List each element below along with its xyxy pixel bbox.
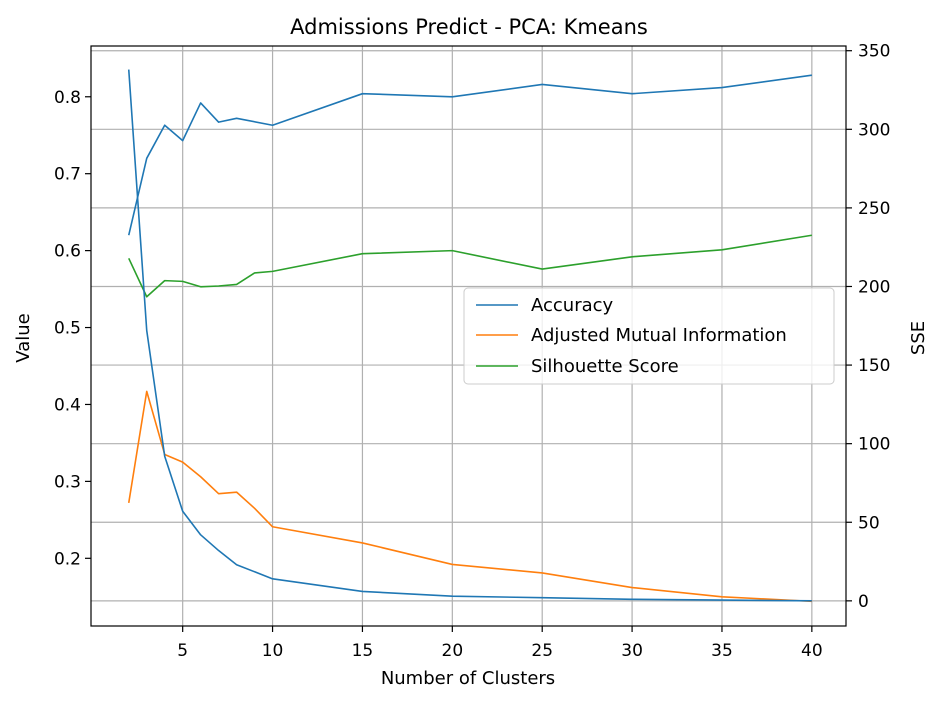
y2-axis-label: SSE [908, 321, 929, 355]
y-tick-label: 0.4 [54, 395, 81, 415]
x-tick-label: 10 [262, 641, 284, 661]
y2-tick-label: 250 [858, 199, 890, 219]
y-tick-label: 0.8 [54, 88, 81, 108]
x-tick-label: 5 [177, 641, 188, 661]
y-tick-label: 0.6 [54, 242, 81, 262]
series-line-silhouette-score [128, 234, 812, 298]
series-line-adjusted-mutual-information [127, 390, 812, 603]
y2-tick-label: 0 [858, 592, 869, 612]
y-tick-label: 0.3 [54, 472, 81, 492]
series-line-accuracy [127, 74, 812, 236]
y2-tick-label: 100 [858, 435, 890, 455]
chart-title: Admissions Predict - PCA: Kmeans [290, 15, 648, 39]
plot-frame [90, 45, 847, 627]
y-tick-label: 0.5 [54, 319, 81, 339]
y2-tick-label: 350 [858, 42, 890, 62]
y2-tick-label: 200 [858, 277, 890, 297]
y-tick-label: 0.2 [54, 549, 81, 569]
legend-label-accuracy: Accuracy [531, 295, 614, 316]
x-tick-label: 20 [442, 641, 464, 661]
grid-lines [91, 46, 846, 626]
x-tick-label: 30 [621, 641, 643, 661]
legend: Accuracy Adjusted Mutual Information Sil… [463, 287, 835, 385]
legend-label-ami: Adjusted Mutual Information [531, 325, 787, 346]
x-tick-label: 35 [711, 641, 733, 661]
y-tick-label: 0.7 [54, 165, 81, 185]
y2-tick-label: 150 [858, 356, 890, 376]
x-tick-label: 25 [531, 641, 553, 661]
legend-box [463, 287, 835, 385]
y-axis-label: Value [13, 313, 34, 362]
x-axis-label: Number of Clusters [381, 668, 555, 689]
x-tick-label: 15 [352, 641, 374, 661]
legend-label-silhouette: Silhouette Score [531, 356, 679, 377]
series-line-sse [127, 69, 812, 602]
y2-tick-label: 300 [858, 120, 890, 140]
data-lines [127, 69, 812, 603]
y2-tick-label: 50 [858, 513, 880, 533]
x-tick-label: 40 [801, 641, 823, 661]
axes: 5 10 15 20 25 30 35 40 0.2 0.3 0.4 0.5 0.6 0.7 0.8 0 50 1… [54, 42, 891, 661]
